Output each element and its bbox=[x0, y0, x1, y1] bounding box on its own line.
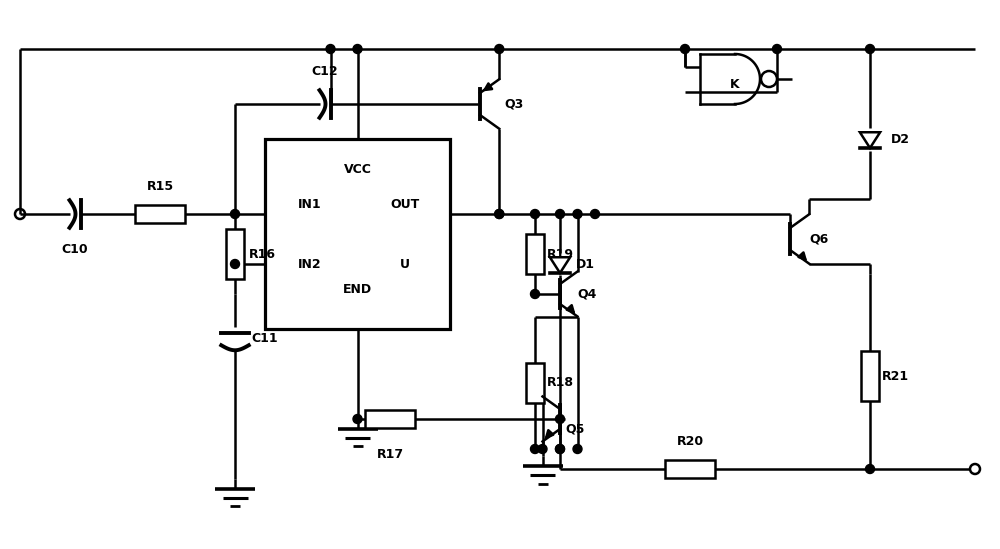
Circle shape bbox=[353, 44, 362, 53]
Circle shape bbox=[230, 260, 240, 268]
Text: C10: C10 bbox=[62, 243, 88, 255]
Text: R19: R19 bbox=[546, 248, 574, 260]
Text: R18: R18 bbox=[546, 376, 574, 389]
Bar bbox=[861, 351, 879, 401]
Circle shape bbox=[556, 210, 564, 219]
Text: Q3: Q3 bbox=[505, 98, 524, 110]
Bar bbox=[526, 363, 544, 403]
Circle shape bbox=[573, 445, 582, 453]
Bar bbox=[665, 460, 715, 478]
Text: C11: C11 bbox=[252, 333, 278, 345]
Bar bbox=[365, 410, 415, 428]
Circle shape bbox=[573, 210, 582, 219]
Text: OUT: OUT bbox=[390, 198, 420, 210]
Bar bbox=[265, 139, 450, 329]
Circle shape bbox=[772, 44, 782, 53]
Text: IN2: IN2 bbox=[298, 257, 322, 271]
Circle shape bbox=[495, 210, 504, 219]
Text: R17: R17 bbox=[376, 447, 404, 461]
Circle shape bbox=[230, 210, 240, 219]
Circle shape bbox=[556, 445, 564, 453]
Circle shape bbox=[530, 289, 540, 299]
Text: R15: R15 bbox=[146, 180, 174, 193]
Bar bbox=[135, 205, 185, 223]
Text: Q6: Q6 bbox=[810, 232, 829, 245]
Circle shape bbox=[556, 445, 564, 453]
Bar bbox=[226, 229, 244, 279]
Circle shape bbox=[866, 44, 874, 53]
Circle shape bbox=[866, 464, 874, 473]
Circle shape bbox=[590, 210, 600, 219]
Circle shape bbox=[530, 210, 540, 219]
Circle shape bbox=[353, 414, 362, 423]
Circle shape bbox=[530, 445, 540, 453]
Text: K: K bbox=[730, 77, 740, 91]
Text: D1: D1 bbox=[576, 257, 594, 271]
Text: R16: R16 bbox=[249, 248, 276, 260]
Text: U: U bbox=[400, 257, 410, 271]
Text: Q4: Q4 bbox=[578, 288, 597, 300]
Circle shape bbox=[326, 44, 335, 53]
Circle shape bbox=[495, 210, 504, 219]
Text: R20: R20 bbox=[676, 435, 704, 448]
Text: R21: R21 bbox=[881, 370, 909, 383]
Text: END: END bbox=[343, 283, 372, 295]
Circle shape bbox=[538, 445, 547, 453]
Text: VCC: VCC bbox=[344, 163, 371, 176]
Text: Q5: Q5 bbox=[565, 423, 585, 435]
Text: IN1: IN1 bbox=[298, 198, 322, 210]
Text: D2: D2 bbox=[891, 132, 910, 145]
Circle shape bbox=[680, 44, 690, 53]
Circle shape bbox=[495, 44, 504, 53]
Bar bbox=[526, 234, 544, 274]
Text: C12: C12 bbox=[312, 65, 338, 78]
Circle shape bbox=[556, 414, 564, 423]
